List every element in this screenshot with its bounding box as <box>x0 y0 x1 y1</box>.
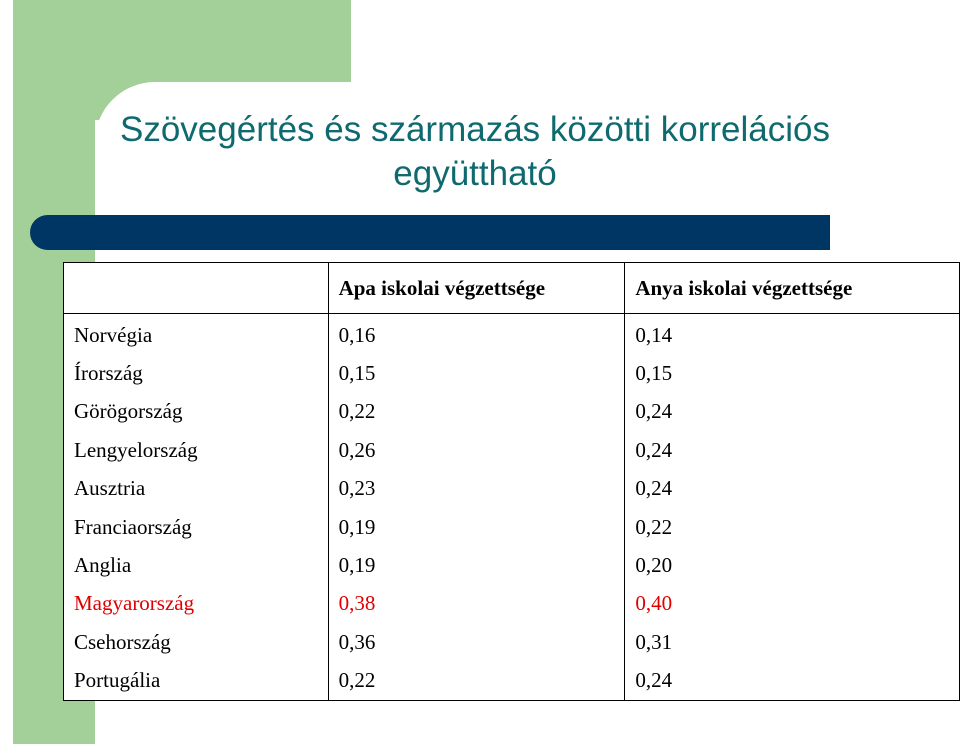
mother-value-cell: 0,40 <box>624 584 960 624</box>
slide-title-line-2: együttható <box>393 154 557 193</box>
mother-value-cell: 0,24 <box>624 392 960 432</box>
table-row: Görögország 0,22 0,24 <box>63 392 960 432</box>
country-cell: Írország <box>63 354 329 393</box>
country-cell: Franciaország <box>63 507 329 547</box>
table-row: Norvégia 0,16 0,14 <box>63 313 960 355</box>
father-value-cell: 0,26 <box>327 431 626 470</box>
father-value-cell: 0,19 <box>327 546 626 585</box>
father-value-cell: 0,38 <box>327 584 626 624</box>
table-row: Ausztria 0,23 0,24 <box>63 469 960 508</box>
country-cell: Anglia <box>63 546 329 585</box>
father-value-cell: 0,36 <box>327 623 626 662</box>
mother-value-cell: 0,15 <box>624 354 960 393</box>
father-value-cell: 0,22 <box>327 661 626 701</box>
table-row: Csehország 0,36 0,31 <box>63 623 960 662</box>
table-row: Franciaország 0,19 0,22 <box>63 507 960 547</box>
father-value-cell: 0,15 <box>327 354 626 393</box>
mother-value-cell: 0,24 <box>624 661 960 701</box>
header-country <box>63 262 329 314</box>
father-value-cell: 0,22 <box>327 392 626 432</box>
country-cell: Görögország <box>63 392 329 432</box>
navy-divider-bar <box>30 215 830 250</box>
table-header-row: Apa iskolai végzettsége Anya iskolai vég… <box>63 262 960 314</box>
mother-value-cell: 0,31 <box>624 623 960 662</box>
mother-value-cell: 0,20 <box>624 546 960 585</box>
country-cell: Magyarország <box>63 584 329 624</box>
header-father-education: Apa iskolai végzettsége <box>327 262 626 314</box>
correlation-table: Apa iskolai végzettsége Anya iskolai vég… <box>63 262 960 701</box>
slide-title-line-1: Szövegértés és származás közötti korrelá… <box>120 110 830 149</box>
country-cell: Norvégia <box>63 313 329 355</box>
country-cell: Lengyelország <box>63 431 329 470</box>
father-value-cell: 0,16 <box>327 313 626 355</box>
father-value-cell: 0,19 <box>327 507 626 547</box>
mother-value-cell: 0,22 <box>624 507 960 547</box>
mother-value-cell: 0,24 <box>624 431 960 470</box>
table-row: Anglia 0,19 0,20 <box>63 546 960 585</box>
country-cell: Portugália <box>63 661 329 701</box>
mother-value-cell: 0,14 <box>624 313 960 355</box>
country-cell: Ausztria <box>63 469 329 508</box>
father-value-cell: 0,23 <box>327 469 626 508</box>
table-row: Írország 0,15 0,15 <box>63 354 960 393</box>
mother-value-cell: 0,24 <box>624 469 960 508</box>
table-row: Lengyelország 0,26 0,24 <box>63 431 960 470</box>
header-mother-education: Anya iskolai végzettsége <box>624 262 960 314</box>
table-row: Magyarország 0,38 0,40 <box>63 584 960 624</box>
slide-title: Szövegértés és származás közötti korrelá… <box>110 108 840 196</box>
table-row: Portugália 0,22 0,24 <box>63 661 960 701</box>
country-cell: Csehország <box>63 623 329 662</box>
